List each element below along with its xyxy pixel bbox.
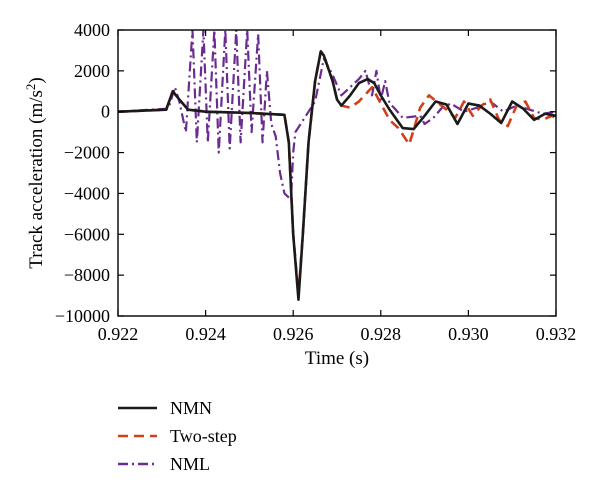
x-tick-label: 0.932 [536,324,577,344]
y-tick-label: −6000 [64,224,110,244]
legend-label-nml: NML [170,454,210,474]
x-tick-label: 0.926 [273,324,314,344]
legend-item-nmn: NMN [118,398,212,418]
y-tick-label: 0 [101,102,110,122]
series-layer [118,30,556,301]
x-tick-label: 0.924 [185,324,226,344]
plot-frame [117,29,557,317]
y-tick-label: 2000 [74,61,110,81]
y-tick-label: −2000 [64,143,110,163]
series-line-two-step [118,50,556,297]
legend-item-two-step: Two-step [118,426,237,446]
legend-label-two-step: Two-step [170,426,237,446]
y-axis-ticks: −10000 −8000 −6000 −4000 −2000 0 2000 4000 [55,20,556,326]
y-tick-label: −8000 [64,265,110,285]
y-tick-label: 4000 [74,20,110,40]
y-tick-label: −4000 [64,183,110,203]
x-tick-label: 0.928 [361,324,402,344]
legend-label-nmn: NMN [170,398,212,418]
y-axis-title-main: Track acceleration (m/s [26,90,47,269]
y-axis-title-superscript: 2 [23,84,38,91]
y-axis-title-close: ) [26,77,47,83]
legend-item-nml: NML [118,454,210,474]
x-axis-title: Time (s) [305,348,369,369]
x-tick-label: 0.930 [448,324,489,344]
y-tick-label: −10000 [55,306,110,326]
x-tick-label: 0.922 [98,324,139,344]
series-line-nmn [118,50,556,301]
x-axis-ticks: 0.922 0.924 0.926 0.928 0.930 0.932 [98,30,577,344]
legend: NMN Two-step NML [118,398,237,474]
y-axis-title: Track acceleration (m/s2) [23,77,47,269]
